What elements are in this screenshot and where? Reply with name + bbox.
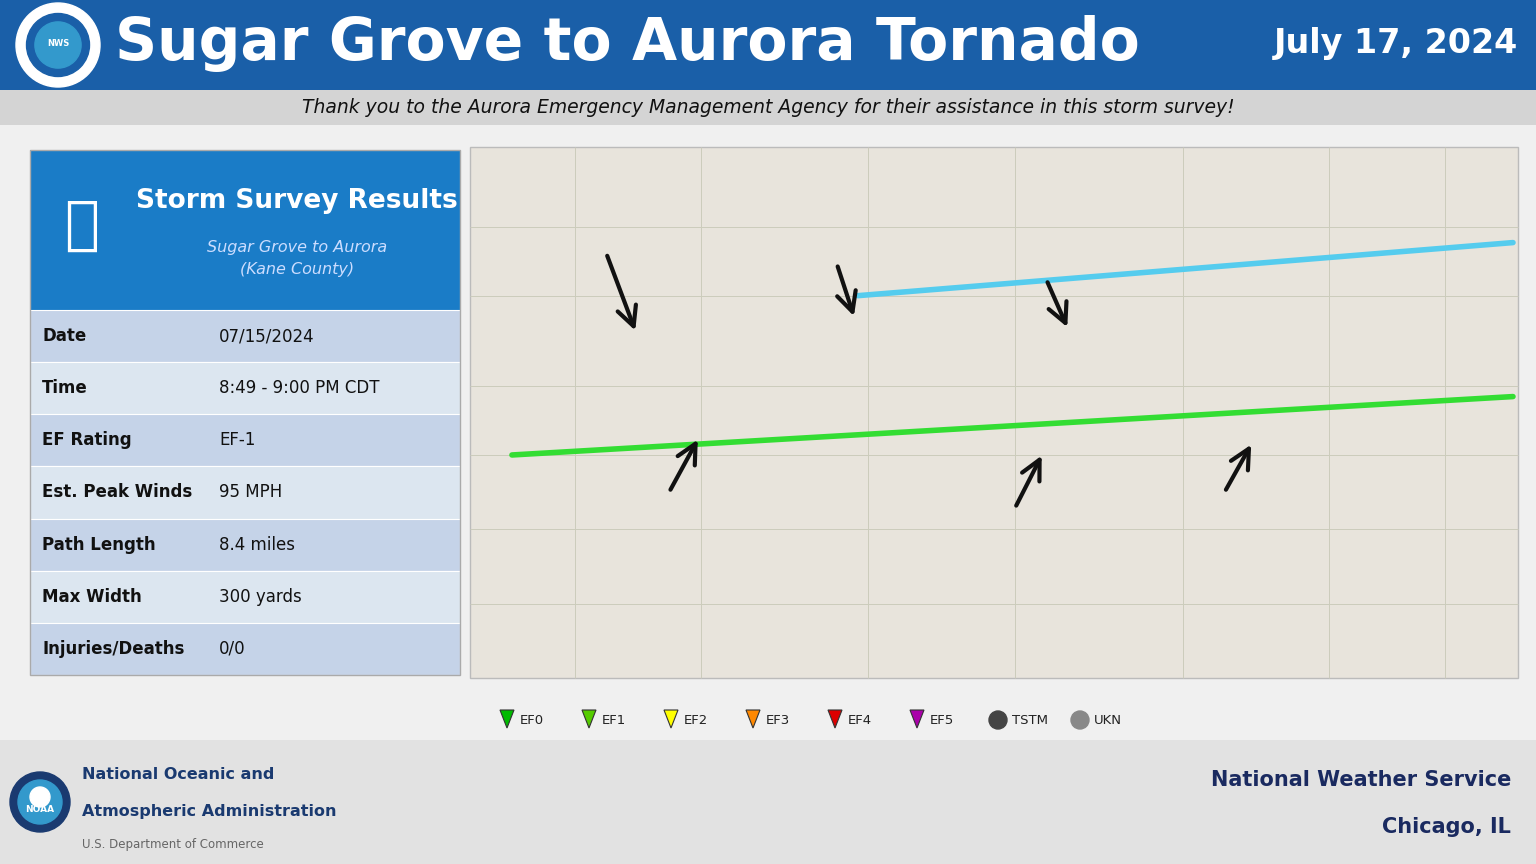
Circle shape [989, 711, 1008, 729]
FancyBboxPatch shape [0, 90, 1536, 125]
Text: NWS: NWS [48, 39, 69, 48]
Polygon shape [501, 710, 515, 728]
FancyBboxPatch shape [31, 362, 459, 414]
Text: Atmospheric Administration: Atmospheric Administration [81, 804, 336, 819]
Text: Est. Peak Winds: Est. Peak Winds [41, 484, 192, 501]
Text: Chicago, IL: Chicago, IL [1382, 816, 1511, 837]
Text: National Oceanic and: National Oceanic and [81, 767, 275, 782]
Text: Path Length: Path Length [41, 536, 155, 554]
Circle shape [35, 22, 81, 68]
Text: July 17, 2024: July 17, 2024 [1273, 27, 1518, 60]
Text: EF3: EF3 [766, 714, 790, 727]
Text: Storm Survey Results: Storm Survey Results [135, 188, 458, 214]
FancyBboxPatch shape [31, 571, 459, 623]
Text: Date: Date [41, 327, 86, 345]
Text: 🌪: 🌪 [65, 196, 100, 253]
FancyBboxPatch shape [0, 125, 1536, 700]
Text: EF-1: EF-1 [220, 431, 255, 449]
Text: National Weather Service: National Weather Service [1210, 770, 1511, 790]
FancyBboxPatch shape [31, 518, 459, 571]
Text: EF0: EF0 [521, 714, 544, 727]
Text: EF Rating: EF Rating [41, 431, 132, 449]
FancyBboxPatch shape [31, 310, 459, 362]
Text: EF2: EF2 [684, 714, 708, 727]
Text: EF1: EF1 [602, 714, 627, 727]
Circle shape [26, 14, 89, 77]
FancyBboxPatch shape [31, 414, 459, 467]
Polygon shape [582, 710, 596, 728]
Polygon shape [909, 710, 925, 728]
Text: Max Width: Max Width [41, 588, 141, 606]
FancyBboxPatch shape [0, 0, 1536, 90]
Circle shape [31, 787, 51, 807]
Text: TSTM: TSTM [1012, 714, 1048, 727]
Polygon shape [828, 710, 842, 728]
Text: Sugar Grove to Aurora
(Kane County): Sugar Grove to Aurora (Kane County) [206, 240, 387, 277]
Text: Injuries/Deaths: Injuries/Deaths [41, 640, 184, 658]
Text: 0/0: 0/0 [220, 640, 246, 658]
Text: UKN: UKN [1094, 714, 1121, 727]
FancyBboxPatch shape [0, 740, 1536, 864]
FancyBboxPatch shape [470, 147, 1518, 678]
Circle shape [1071, 711, 1089, 729]
Circle shape [11, 772, 71, 832]
Text: 8:49 - 9:00 PM CDT: 8:49 - 9:00 PM CDT [220, 379, 379, 397]
Text: NOAA: NOAA [26, 805, 55, 815]
Polygon shape [746, 710, 760, 728]
Circle shape [18, 780, 61, 824]
Circle shape [15, 3, 100, 87]
Text: U.S. Department of Commerce: U.S. Department of Commerce [81, 838, 264, 851]
FancyBboxPatch shape [31, 467, 459, 518]
Polygon shape [664, 710, 677, 728]
FancyBboxPatch shape [31, 150, 459, 310]
Text: Sugar Grove to Aurora Tornado: Sugar Grove to Aurora Tornado [115, 15, 1140, 72]
Text: Thank you to the Aurora Emergency Management Agency for their assistance in this: Thank you to the Aurora Emergency Manage… [301, 98, 1235, 117]
Text: EF4: EF4 [848, 714, 872, 727]
Text: 07/15/2024: 07/15/2024 [220, 327, 315, 345]
Text: 95 MPH: 95 MPH [220, 484, 283, 501]
Text: 300 yards: 300 yards [220, 588, 303, 606]
FancyBboxPatch shape [0, 700, 1536, 740]
Text: 8.4 miles: 8.4 miles [220, 536, 295, 554]
FancyBboxPatch shape [31, 623, 459, 675]
Text: EF5: EF5 [929, 714, 954, 727]
Text: Time: Time [41, 379, 88, 397]
